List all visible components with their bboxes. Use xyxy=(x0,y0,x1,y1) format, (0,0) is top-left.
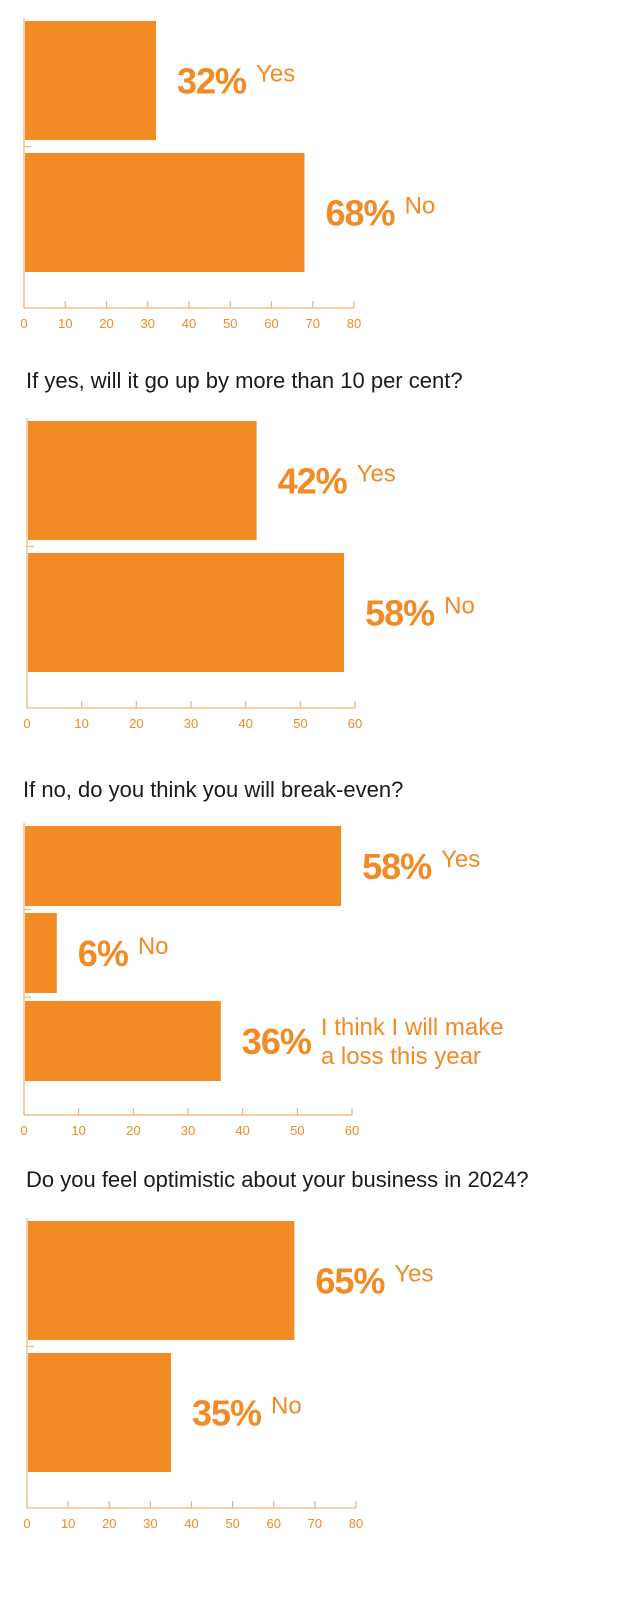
category-label: a loss this year xyxy=(321,1043,481,1070)
bar-no xyxy=(28,553,345,672)
value-label: 68% xyxy=(326,193,396,234)
chart-title: If no, do you think you will break-even? xyxy=(23,777,403,802)
chart-4: Do you feel optimistic about your busine… xyxy=(23,1167,528,1531)
chart-2: If yes, will it go up by more than 10 pe… xyxy=(23,368,474,731)
x-tick-label: 0 xyxy=(20,1123,27,1138)
chart-3: If no, do you think you will break-even?… xyxy=(20,777,503,1138)
bar-yes xyxy=(28,1221,295,1340)
category-label: No xyxy=(138,933,169,960)
category-label: Yes xyxy=(394,1261,433,1288)
category-label: No xyxy=(444,593,475,620)
chart-title: If yes, will it go up by more than 10 pe… xyxy=(26,368,463,393)
bar-no xyxy=(25,153,305,272)
x-tick-label: 10 xyxy=(58,316,72,331)
x-tick-label: 40 xyxy=(182,316,196,331)
category-label: Yes xyxy=(256,61,295,88)
x-tick-label: 0 xyxy=(20,316,27,331)
category-label: No xyxy=(271,1393,302,1420)
x-tick-label: 40 xyxy=(238,716,252,731)
x-tick-label: 10 xyxy=(61,1516,75,1531)
x-tick-label: 10 xyxy=(74,716,88,731)
x-tick-label: 10 xyxy=(71,1123,85,1138)
x-tick-label: 30 xyxy=(143,1516,157,1531)
chart-title: Do you feel optimistic about your busine… xyxy=(26,1167,529,1192)
bar-yes xyxy=(28,421,257,540)
x-tick-label: 80 xyxy=(347,316,361,331)
x-tick-label: 20 xyxy=(99,316,113,331)
bar-i-think-i-will-make-a-loss-this-year xyxy=(25,1001,221,1081)
value-label: 58% xyxy=(362,846,432,887)
value-label: 58% xyxy=(365,593,435,634)
x-tick-label: 70 xyxy=(308,1516,322,1531)
x-tick-label: 0 xyxy=(23,1516,30,1531)
x-tick-label: 40 xyxy=(184,1516,198,1531)
x-tick-label: 30 xyxy=(141,316,155,331)
x-tick-label: 50 xyxy=(225,1516,239,1531)
category-label: I think I will make xyxy=(321,1014,504,1041)
bar-no xyxy=(28,1353,171,1472)
x-tick-label: 20 xyxy=(126,1123,140,1138)
x-tick-label: 40 xyxy=(235,1123,249,1138)
x-tick-label: 20 xyxy=(129,716,143,731)
x-tick-label: 50 xyxy=(293,716,307,731)
category-label: Yes xyxy=(441,846,480,873)
x-tick-label: 80 xyxy=(349,1516,363,1531)
x-tick-label: 50 xyxy=(223,316,237,331)
value-label: 6% xyxy=(78,933,129,974)
chart-1: 0 10 20 30 40 50 60 70 80 32% Yes 68% No xyxy=(20,18,435,331)
x-tick-label: 20 xyxy=(102,1516,116,1531)
bar-yes xyxy=(25,21,156,140)
bar-yes xyxy=(25,826,342,906)
x-tick-label: 30 xyxy=(181,1123,195,1138)
x-tick-label: 60 xyxy=(345,1123,359,1138)
x-tick-label: 30 xyxy=(184,716,198,731)
x-tick-label: 60 xyxy=(264,316,278,331)
x-tick-label: 60 xyxy=(348,716,362,731)
x-tick-label: 60 xyxy=(267,1516,281,1531)
value-label: 65% xyxy=(315,1261,385,1302)
x-tick-label: 70 xyxy=(306,316,320,331)
x-tick-label: 0 xyxy=(23,716,30,731)
bar-no xyxy=(25,913,57,993)
value-label: 42% xyxy=(278,461,348,502)
value-label: 36% xyxy=(242,1021,312,1062)
value-label: 35% xyxy=(192,1393,262,1434)
category-label: No xyxy=(405,193,436,220)
category-label: Yes xyxy=(357,461,396,488)
value-label: 32% xyxy=(177,61,247,102)
x-tick-label: 50 xyxy=(290,1123,304,1138)
